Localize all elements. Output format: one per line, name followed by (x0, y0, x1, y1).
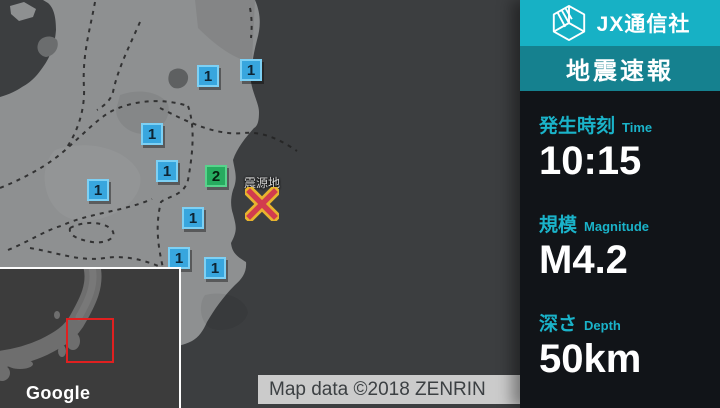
depth-label-jp: 深さ (539, 314, 578, 335)
depth-value: 50km (539, 337, 642, 381)
origin-time-label-jp: 発生時刻 (539, 116, 616, 137)
lake (168, 68, 189, 89)
inset-map-canvas (0, 258, 179, 408)
intensity-badge: 1 (168, 247, 190, 269)
land-shape (0, 0, 260, 352)
epicenter-x-icon (245, 187, 279, 221)
info-sidebar: JX通信社 地震速報 発生時刻 Time 10:15 規模 Magnitude … (520, 0, 720, 408)
jx-press-logo-icon (552, 4, 585, 42)
quake-info-panel: 発生時刻 Time 10:15 規模 Magnitude M4.2 深さ Dep… (520, 91, 720, 408)
magnitude-label-jp: 規模 (539, 215, 578, 236)
magnitude-value: M4.2 (539, 238, 628, 282)
terrain-shade (195, 0, 255, 62)
origin-time-value: 10:15 (539, 139, 642, 183)
depth-label-en: Depth (584, 318, 621, 333)
inset-focus-box (66, 318, 114, 363)
brand-header: JX通信社 (520, 0, 720, 46)
brand-name: JX通信社 (596, 12, 691, 36)
field-depth: 深さ Depth 50km (539, 309, 720, 382)
epicenter-label: 震源地 (243, 176, 280, 190)
origin-time-label-en: Time (622, 120, 653, 135)
lake (37, 36, 58, 57)
intensity-badge: 1 (182, 207, 204, 229)
inset-locator-map: Google (0, 258, 181, 408)
field-origin-time: 発生時刻 Time 10:15 (539, 111, 720, 184)
intensity-badge: 2 (205, 165, 227, 187)
bulletin-title: 地震速報 (566, 57, 674, 85)
intensity-badge: 1 (240, 59, 262, 81)
intensity-badge: 1 (156, 160, 178, 182)
intensity-badge: 1 (197, 65, 219, 87)
island-shape (10, 2, 36, 21)
intensity-badge: 1 (141, 123, 163, 145)
magnitude-label-en: Magnitude (584, 219, 650, 234)
attribution-text: Map data ©2018 ZENRIN (269, 378, 486, 400)
google-logo[interactable]: Google (26, 383, 91, 403)
field-magnitude: 規模 Magnitude M4.2 (539, 210, 720, 283)
bulletin-title-bar: 地震速報 (520, 45, 720, 91)
intensity-badge: 1 (87, 179, 109, 201)
map-attribution: Map data ©2018 ZENRIN (258, 375, 520, 404)
japan-archipelago (0, 258, 102, 381)
terrain-shade (200, 293, 248, 331)
prefecture-borders (0, 1, 298, 269)
intensity-badge: 1 (204, 257, 226, 279)
